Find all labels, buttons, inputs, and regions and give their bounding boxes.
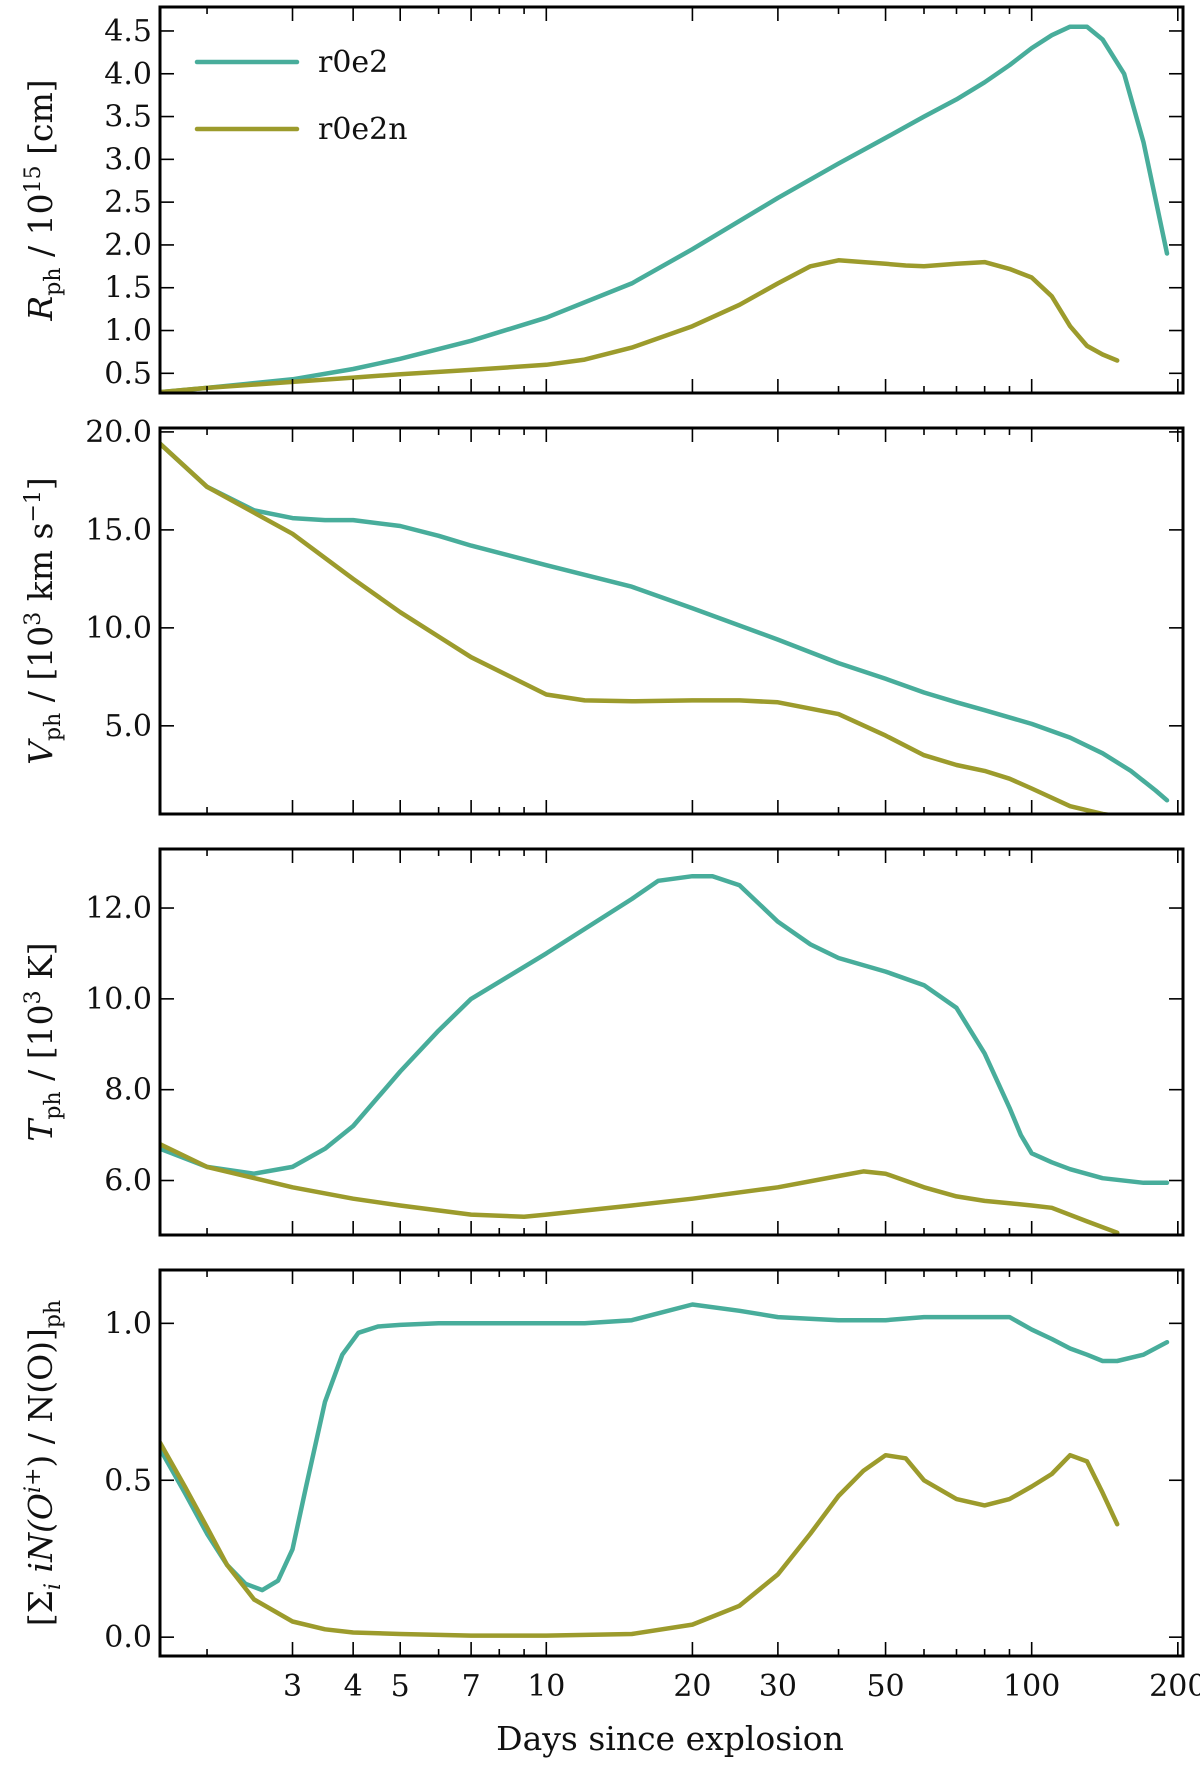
y-tick-label: 4.0 (104, 57, 152, 92)
plot-frame-velocity (158, 426, 1185, 816)
y-tick-label: 2.0 (104, 228, 152, 263)
x-tick-label: 50 (866, 1669, 904, 1704)
series-r0e2-ionization (160, 1302, 1170, 1593)
y-tick-label: 5.0 (104, 709, 152, 744)
series-r0e2n-ionization (160, 1440, 1120, 1638)
x-tick-label: 5 (391, 1669, 410, 1704)
x-tick-label: 200 (1149, 1669, 1200, 1704)
x-tick-label: 4 (344, 1669, 363, 1704)
y-axis-label-velocity: Vph / [103 km s−1] (21, 477, 66, 765)
plot-frame-ionization (158, 1268, 1185, 1658)
y-tick-label: 1.0 (104, 1306, 152, 1341)
y-axis-label-temperature: Tph / [103 K] (21, 942, 66, 1141)
panel-radius: 0.5 1.0 1.5 2.0 2.5 3.0 3.5 4.0 4.5 Rph / 1015 [c… (21, 5, 1185, 395)
y-tick-label: 15.0 (85, 513, 152, 548)
x-tick-label: 20 (673, 1669, 711, 1704)
x-tick-label: 10 (527, 1669, 565, 1704)
series-r0e2n-velocity (160, 441, 1119, 814)
series-r0e2-velocity (160, 441, 1170, 803)
x-tick-label: 30 (759, 1669, 797, 1704)
plot-frame-temperature (158, 847, 1185, 1237)
y-tick-label: 12.0 (85, 891, 152, 926)
y-axis-label-radius: Rph / 1015 [cm] (21, 79, 66, 321)
y-tick-label: 0.5 (104, 356, 152, 391)
x-tick-label: 100 (1003, 1669, 1060, 1704)
y-tick-label: 2.5 (104, 185, 152, 220)
series-r0e2n-radius (160, 258, 1120, 393)
y-tick-label: 4.5 (104, 14, 152, 49)
series-r0e2-temperature (160, 873, 1170, 1186)
series-r0e2-radius (160, 24, 1170, 393)
y-axis-label-ionization: [Σi iN(Oi+) / N(O)]ph (21, 1300, 66, 1626)
y-tick-label: 0.5 (104, 1463, 152, 1498)
y-tick-label: 10.0 (85, 982, 152, 1017)
x-axis-label: Days since explosion (496, 1719, 844, 1758)
y-tick-label: 3.5 (104, 100, 152, 135)
panel-velocity: 5.0 10.0 15.0 20.0 Vph / [103 km s−1] (21, 415, 1185, 816)
y-tick-label: 3.0 (104, 142, 152, 177)
legend-label-r0e2: r0e2 (318, 45, 388, 80)
legend: r0e2 r0e2n (194, 45, 408, 147)
y-tick-label: 6.0 (104, 1164, 152, 1199)
plot-frame-radius (158, 5, 1185, 395)
x-tick-label: 3 (283, 1669, 302, 1704)
x-tick-label: 7 (462, 1669, 481, 1704)
panel-temperature: 6.0 8.0 10.0 12.0 Tph / [103 K] (21, 847, 1185, 1237)
series-r0e2n-temperature (160, 1141, 1120, 1235)
panel-ionization: 0.0 0.5 1.0 [Σi iN(Oi+) / N(O)]ph (21, 1268, 1185, 1658)
legend-label-r0e2n: r0e2n (318, 112, 408, 147)
y-tick-label: 0.0 (104, 1620, 152, 1655)
y-tick-label: 10.0 (85, 611, 152, 646)
y-tick-label: 1.5 (104, 271, 152, 306)
y-tick-label: 20.0 (85, 415, 152, 450)
y-tick-label: 1.0 (104, 314, 152, 349)
y-tick-label: 8.0 (104, 1073, 152, 1108)
